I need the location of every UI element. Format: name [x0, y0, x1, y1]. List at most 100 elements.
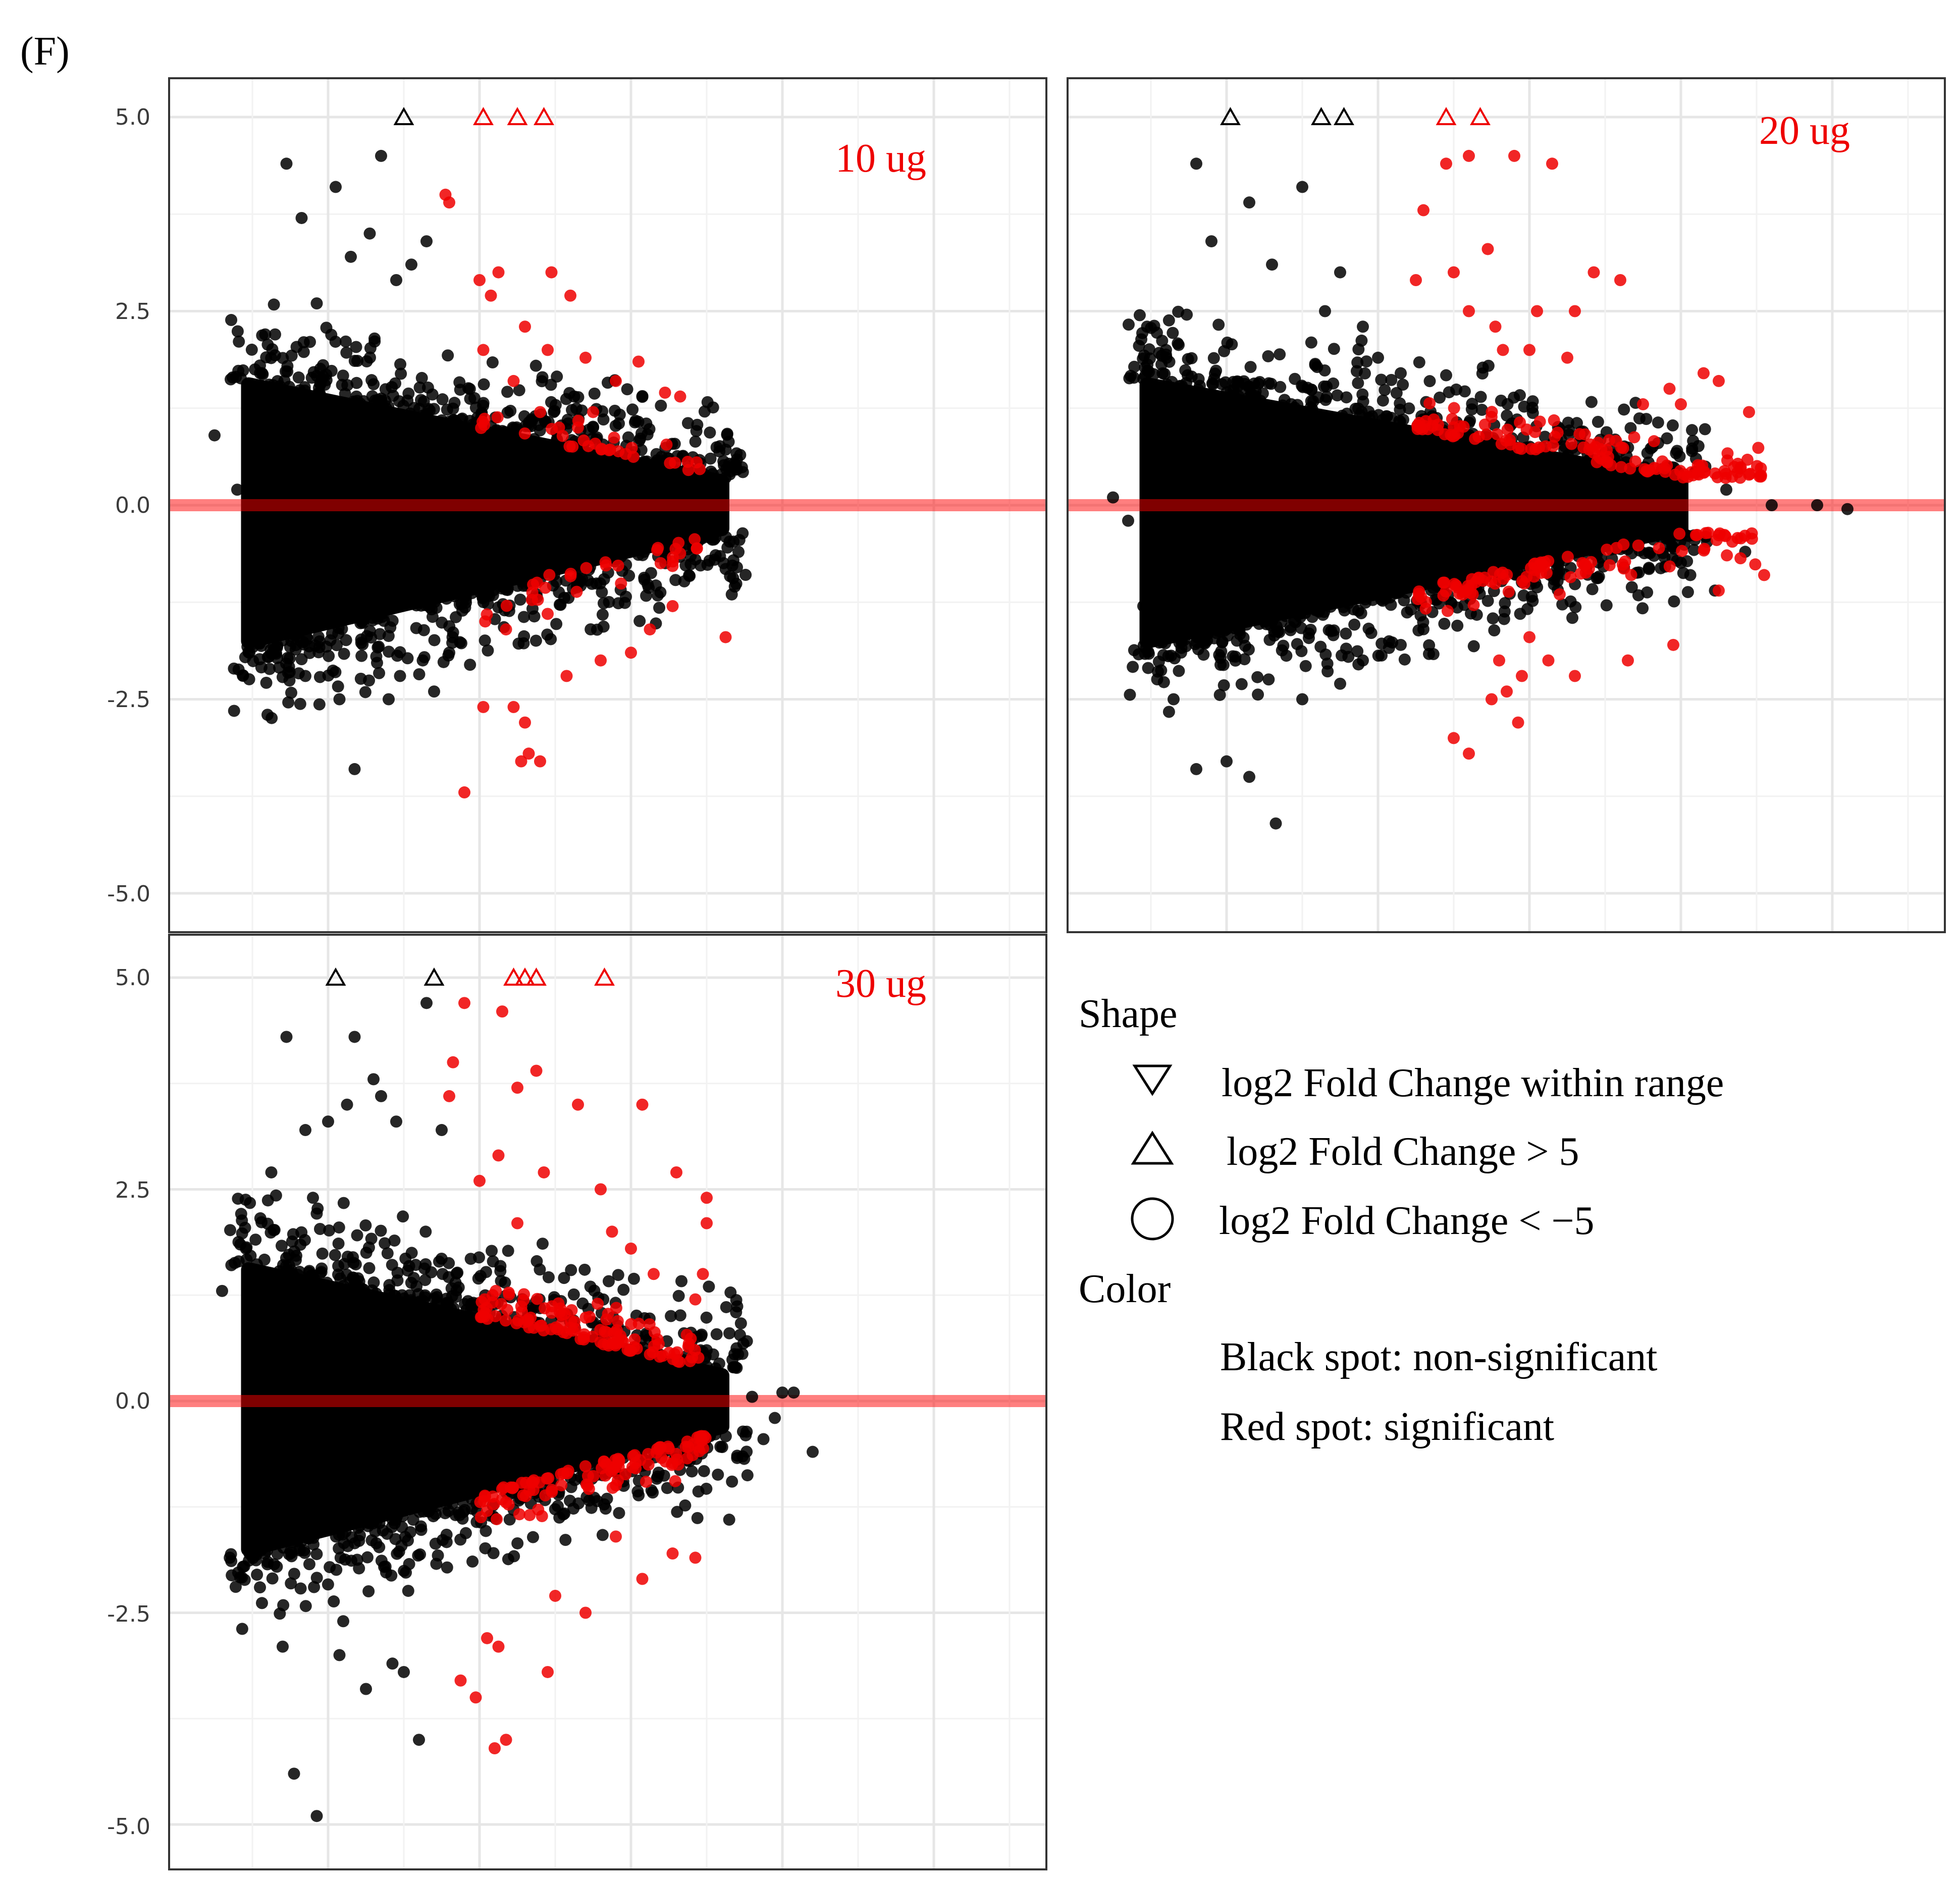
point-significant	[543, 569, 556, 581]
point-background	[1666, 541, 1679, 553]
panel-30ug-title: 30 ug	[835, 961, 926, 1006]
point-background	[317, 359, 330, 371]
point-non-significant	[1395, 638, 1407, 651]
point-background	[289, 1254, 302, 1266]
point-background	[1360, 355, 1373, 368]
point-significant	[491, 411, 504, 423]
point-non-significant	[254, 1581, 266, 1594]
legend-shape-title: Shape	[1079, 992, 1178, 1036]
point-background	[494, 1260, 507, 1272]
point-background	[421, 381, 434, 394]
point-non-significant	[1141, 320, 1153, 333]
point-non-significant	[310, 1810, 323, 1822]
point-background	[1321, 657, 1334, 670]
point-significant	[642, 1459, 655, 1471]
point-background	[348, 1537, 361, 1549]
point-background	[1440, 369, 1452, 382]
point-significant	[1676, 545, 1688, 557]
point-background	[235, 372, 247, 385]
point-non-significant	[261, 709, 274, 721]
point-non-significant	[1190, 763, 1202, 775]
point-significant	[1743, 406, 1755, 418]
point-significant	[526, 1476, 539, 1488]
point-background	[316, 1247, 329, 1260]
point-significant	[608, 432, 620, 444]
point-background	[279, 365, 292, 378]
point-significant	[1491, 428, 1503, 441]
point-background	[1681, 586, 1694, 599]
point-significant	[1463, 305, 1475, 317]
point-significant	[701, 1192, 713, 1204]
point-background	[1311, 361, 1323, 373]
panel-10ug-title: 10 ug	[835, 136, 926, 181]
point-significant	[682, 1441, 695, 1454]
point-background	[231, 325, 244, 338]
point-background	[685, 1465, 698, 1478]
point-background	[1423, 375, 1436, 388]
point-background	[233, 335, 245, 348]
point-significant	[1501, 423, 1514, 436]
point-background	[549, 399, 562, 411]
point-background	[382, 400, 395, 413]
point-non-significant	[1671, 445, 1683, 457]
point-non-significant	[330, 181, 342, 193]
point-background	[1438, 617, 1451, 630]
point-non-significant	[701, 1344, 713, 1357]
point-background	[597, 597, 610, 610]
point-background	[1686, 424, 1699, 437]
point-significant	[1698, 367, 1710, 380]
point-background	[1173, 665, 1185, 677]
point-background	[363, 1262, 376, 1274]
legend-item-label: log2 Fold Change > 5	[1227, 1130, 1579, 1174]
point-background	[1383, 641, 1395, 654]
point-background	[369, 609, 382, 622]
point-background	[486, 356, 499, 369]
point-background	[1644, 547, 1656, 560]
point-background	[290, 341, 303, 353]
point-background	[294, 697, 306, 710]
point-background	[643, 581, 655, 594]
point-background	[348, 354, 361, 367]
point-significant	[572, 1098, 584, 1111]
point-background	[1592, 572, 1604, 584]
point-background	[671, 1506, 683, 1518]
point-background	[1394, 415, 1406, 428]
point-background	[1385, 373, 1398, 386]
point-background	[1231, 634, 1243, 647]
point-background	[553, 598, 566, 611]
point-significant	[701, 1217, 713, 1229]
point-background	[486, 1245, 498, 1257]
point-significant	[630, 1342, 643, 1355]
point-out-of-range	[473, 106, 494, 125]
point-significant	[1659, 465, 1672, 478]
y-tick-label: 0.0	[115, 1388, 150, 1414]
point-significant	[1497, 344, 1509, 356]
point-significant	[1719, 471, 1732, 484]
point-background	[259, 328, 272, 341]
point-background	[741, 1469, 754, 1482]
point-background	[1175, 647, 1187, 659]
point-background	[681, 417, 694, 429]
point-significant	[1617, 538, 1630, 551]
point-background	[691, 418, 704, 431]
point-significant	[1709, 467, 1721, 480]
point-significant	[689, 1551, 702, 1564]
point-background	[1350, 365, 1363, 378]
point-significant	[1467, 599, 1480, 611]
point-background	[277, 1599, 290, 1612]
point-significant	[485, 289, 497, 302]
point-background	[287, 1269, 299, 1281]
point-significant	[1523, 344, 1535, 356]
point-significant	[496, 1005, 508, 1018]
point-background	[243, 673, 255, 685]
point-significant	[648, 1340, 660, 1353]
point-significant	[473, 274, 486, 286]
point-significant	[519, 320, 531, 333]
point-significant	[566, 440, 579, 453]
point-significant	[1561, 351, 1573, 364]
point-significant	[691, 542, 703, 555]
point-background	[501, 386, 514, 398]
point-significant	[629, 1462, 642, 1475]
point-background	[351, 1229, 363, 1242]
point-background	[1217, 679, 1230, 691]
